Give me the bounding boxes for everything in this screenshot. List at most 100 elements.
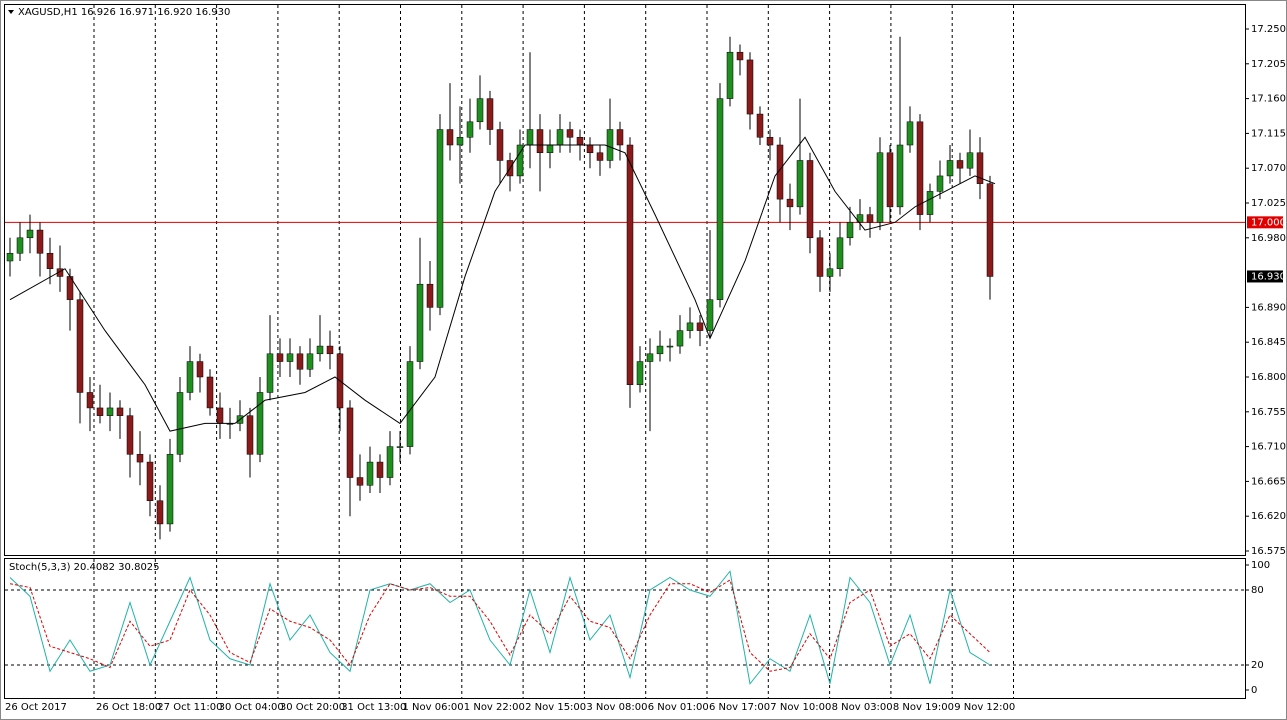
candle-body bbox=[536, 129, 544, 153]
candle-body bbox=[526, 129, 534, 146]
stoch-tick-label: 100 bbox=[1251, 560, 1270, 571]
candle-body bbox=[776, 144, 784, 200]
y-tick-label: 16.980 bbox=[1251, 233, 1286, 244]
candle-body bbox=[936, 175, 944, 192]
y-tick-label: 16.665 bbox=[1251, 476, 1286, 487]
candle-body bbox=[216, 407, 224, 424]
y-tick-label: 17.205 bbox=[1251, 59, 1286, 70]
candle-body bbox=[866, 214, 874, 223]
candle-body bbox=[106, 407, 114, 416]
candle-body bbox=[196, 361, 204, 378]
candle-body bbox=[366, 461, 374, 486]
candle-body bbox=[186, 361, 194, 393]
candle-body bbox=[206, 376, 214, 409]
stoch-tick-label: 20 bbox=[1251, 660, 1264, 671]
candle-body bbox=[46, 253, 54, 269]
candle-body bbox=[76, 299, 84, 393]
x-tick-label: 2 Nov 15:00 bbox=[525, 702, 586, 713]
candle-body bbox=[896, 144, 904, 208]
y-tick-label: 17.115 bbox=[1251, 128, 1286, 139]
x-tick-label: 31 Oct 13:00 bbox=[341, 702, 406, 713]
candle-body bbox=[636, 361, 644, 385]
candle-body bbox=[876, 152, 884, 223]
candle-body bbox=[256, 392, 264, 455]
stoch-title: Stoch(5,3,3) 20.4082 30.8025 bbox=[9, 562, 160, 573]
candle-body bbox=[326, 345, 334, 355]
y-tick-label: 16.620 bbox=[1251, 511, 1286, 522]
price-panel bbox=[4, 4, 1246, 556]
moving-average bbox=[9, 136, 996, 432]
y-tick-label: 17.250 bbox=[1251, 24, 1286, 35]
candle-body bbox=[246, 415, 254, 455]
candle-body bbox=[136, 454, 144, 463]
candle-body bbox=[376, 461, 384, 478]
candle-body bbox=[296, 353, 304, 370]
candle-body bbox=[396, 446, 404, 448]
candle-body bbox=[756, 113, 764, 138]
x-tick-label: 26 Oct 2017 bbox=[5, 702, 67, 713]
candle-body bbox=[606, 129, 614, 161]
y-tick-label: 16.755 bbox=[1251, 407, 1286, 418]
candle-body bbox=[36, 229, 44, 254]
candle-body bbox=[716, 98, 724, 300]
candle-body bbox=[976, 152, 984, 184]
x-tick-label: 9 Nov 12:00 bbox=[954, 702, 1015, 713]
candle-body bbox=[696, 322, 704, 331]
candle-body bbox=[16, 237, 24, 254]
last-price-box bbox=[1247, 270, 1283, 283]
candle-body bbox=[796, 160, 804, 208]
candle-body bbox=[446, 129, 454, 146]
stoch-tick-label: 80 bbox=[1251, 585, 1264, 596]
candle-body bbox=[626, 144, 634, 385]
y-tick-label: 16.575 bbox=[1251, 546, 1286, 557]
x-tick-label: 27 Oct 11:00 bbox=[157, 702, 222, 713]
menu-arrow bbox=[8, 10, 14, 14]
candle-body bbox=[566, 129, 574, 138]
stoch-main bbox=[9, 570, 991, 685]
stoch-panel bbox=[4, 558, 1246, 699]
candle-body bbox=[596, 152, 604, 161]
candle-body bbox=[926, 191, 934, 215]
y-tick-label: 16.845 bbox=[1251, 337, 1286, 348]
candle-body bbox=[356, 477, 364, 486]
x-tick-label: 1 Nov 06:00 bbox=[403, 702, 464, 713]
candle-body bbox=[846, 222, 854, 239]
candle-body bbox=[826, 268, 834, 277]
candle-body bbox=[346, 407, 354, 478]
candle-body bbox=[546, 144, 554, 153]
x-tick-label: 3 Nov 08:00 bbox=[586, 702, 647, 713]
last-price-label: 16.930 bbox=[1251, 271, 1286, 282]
candle-body bbox=[886, 152, 894, 208]
candle-body bbox=[426, 283, 434, 308]
candle-body bbox=[56, 268, 64, 277]
candle-body bbox=[26, 229, 34, 239]
y-tick-label: 16.710 bbox=[1251, 442, 1286, 453]
stoch-signal bbox=[9, 579, 991, 672]
candle-body bbox=[726, 51, 734, 99]
candle-body bbox=[146, 461, 154, 501]
candle-body bbox=[86, 392, 94, 409]
x-tick-label: 8 Nov 19:00 bbox=[893, 702, 954, 713]
x-tick-label: 30 Oct 04:00 bbox=[219, 702, 284, 713]
candle-body bbox=[176, 392, 184, 455]
candle-body bbox=[556, 129, 564, 146]
candle-body bbox=[956, 160, 964, 169]
stoch-tick-label: 0 bbox=[1251, 685, 1257, 696]
candle-body bbox=[856, 214, 864, 223]
candle-body bbox=[436, 129, 444, 308]
candle-body bbox=[836, 237, 844, 269]
candle-body bbox=[6, 253, 14, 262]
candle-body bbox=[286, 353, 294, 362]
candle-body bbox=[166, 454, 174, 525]
candle-body bbox=[986, 183, 994, 277]
candle-body bbox=[946, 160, 954, 177]
x-tick-label: 30 Oct 20:00 bbox=[280, 702, 345, 713]
y-tick-label: 16.800 bbox=[1251, 372, 1286, 383]
candle-body bbox=[816, 237, 824, 277]
candle-body bbox=[116, 407, 124, 416]
candle-body bbox=[786, 198, 794, 208]
candle-body bbox=[156, 500, 164, 525]
